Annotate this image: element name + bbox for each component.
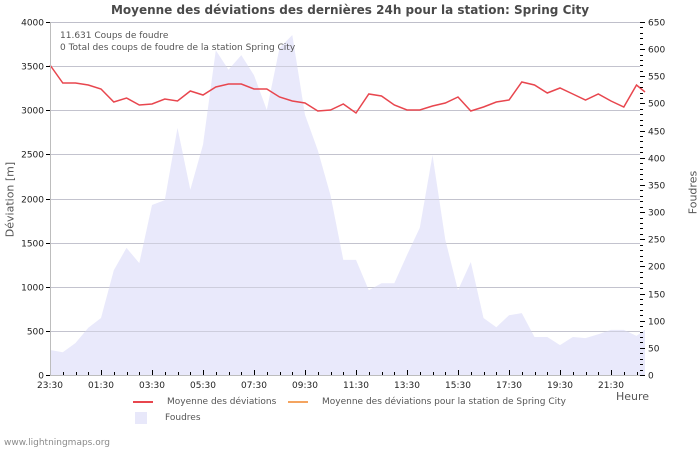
y-left-tick-label: 2500 <box>21 151 44 161</box>
legend-item-station-deviation: Moyenne des déviations pour la station d… <box>288 397 566 407</box>
y-axis-left-label: Déviation [m] <box>3 161 17 238</box>
legend-area-icon <box>135 412 147 424</box>
x-tick-label: 07:30 <box>241 381 267 391</box>
y-right-tick-label: 0 <box>648 372 654 382</box>
annotation-strikes: 11.631 Coups de foudre <box>60 31 169 41</box>
legend-line-icon <box>133 401 153 403</box>
legend-label: Moyenne des déviations pour la station d… <box>322 397 566 407</box>
grid-lines-overlay <box>50 22 640 332</box>
y-axis-right-label: Foudres <box>686 170 700 215</box>
foudres-area <box>50 35 645 375</box>
y-left-tick-label: 3500 <box>21 63 44 73</box>
y-right-tick-label: 100 <box>648 318 665 328</box>
x-tick-label: 05:30 <box>190 381 216 391</box>
y-right-tick-label: 450 <box>648 128 665 138</box>
y-right-tick-label: 200 <box>648 263 665 273</box>
x-tick-label: 09:30 <box>292 381 318 391</box>
x-tick-label: 23:30 <box>37 381 63 391</box>
x-tick-label: 21:30 <box>598 381 624 391</box>
y-right-tick-label: 300 <box>648 209 665 219</box>
y-left-tick-label: 1500 <box>21 240 44 250</box>
y-right-tick-label: 500 <box>648 100 665 110</box>
x-tick-label: 01:30 <box>88 381 114 391</box>
y-left-tick-label: 3000 <box>21 107 44 117</box>
y-right-tick-label: 150 <box>648 291 665 301</box>
legend-label: Moyenne des déviations <box>167 397 277 407</box>
chart-title: Moyenne des déviations des dernières 24h… <box>110 3 590 17</box>
deviation-line <box>49 64 646 115</box>
y-left-tick-label: 2000 <box>21 196 44 206</box>
x-tick-label: 03:30 <box>139 381 165 391</box>
annotation-station-total: 0 Total des coups de foudre de la statio… <box>60 43 296 53</box>
x-axis-label: Heure <box>616 390 650 403</box>
y-left-tick-label: 4000 <box>21 19 44 29</box>
y-left-tick-label: 0 <box>38 372 44 382</box>
x-tick-label: 17:30 <box>496 381 522 391</box>
y-right-tick-label: 50 <box>648 345 660 355</box>
x-tick-label: 13:30 <box>394 381 420 391</box>
x-tick-label: 15:30 <box>445 381 471 391</box>
footer-source: www.lightningmaps.org <box>4 438 110 448</box>
legend-item-foudres: Foudres <box>131 412 201 424</box>
x-tick-label: 11:30 <box>343 381 369 391</box>
y-right-tick-label: 600 <box>648 46 665 56</box>
y-left-tick-label: 500 <box>27 328 44 338</box>
legend-line-icon <box>288 401 308 403</box>
y-right-tick-label: 250 <box>648 236 665 246</box>
legend-label: Foudres <box>165 413 201 423</box>
y-right-tick-label: 650 <box>648 19 665 29</box>
axes: 0 500 1000 1500 2000 2500 3000 3500 4000 0 50 100 15… <box>21 19 665 392</box>
legend-item-deviation: Moyenne des déviations <box>133 397 276 407</box>
y-right-tick-label: 350 <box>648 182 665 192</box>
x-tick-label: 19:30 <box>547 381 573 391</box>
y-left-tick-label: 1000 <box>21 284 44 294</box>
y-right-tick-label: 400 <box>648 155 665 165</box>
y-right-tick-label: 550 <box>648 73 665 83</box>
